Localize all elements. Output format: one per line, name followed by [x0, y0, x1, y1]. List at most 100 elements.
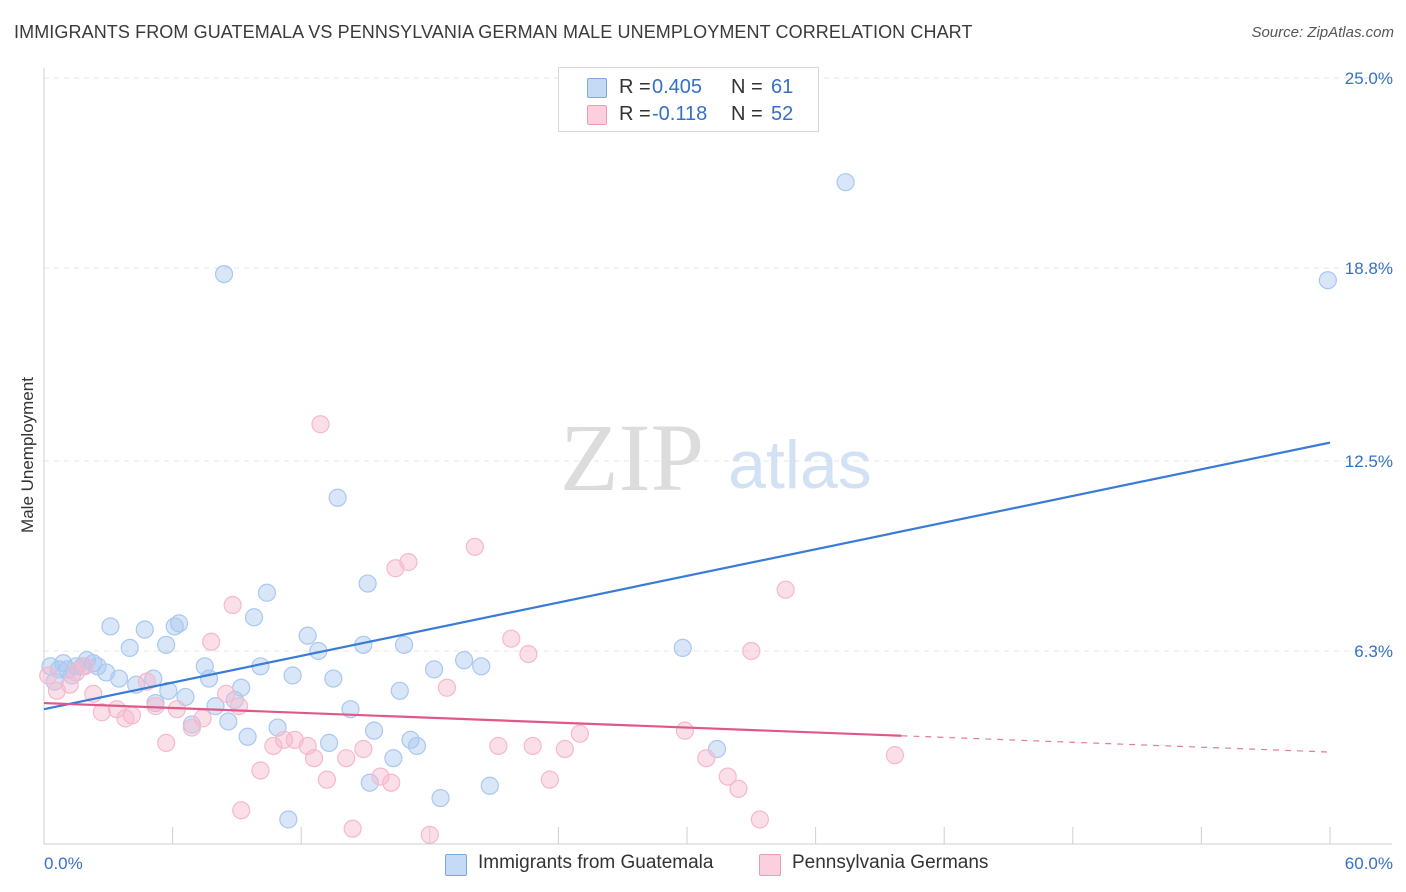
point-pennsylvania: [251, 761, 270, 780]
point-pennsylvania: [489, 736, 508, 756]
axes: [43, 68, 1392, 845]
y-tick-label: 25.0%: [1345, 69, 1393, 88]
point-pennsylvania: [570, 724, 589, 743]
legend-row-pennsylvania: R = -0.118 N = 52: [559, 101, 818, 129]
point-guatemala: [324, 669, 343, 688]
y-tick-label: 6.3%: [1354, 642, 1393, 661]
point-guatemala: [101, 617, 120, 636]
point-guatemala: [244, 608, 264, 627]
point-pennsylvania: [193, 709, 212, 728]
point-guatemala: [257, 583, 277, 602]
watermark: ZIP atlas: [560, 404, 872, 511]
point-guatemala: [431, 788, 450, 808]
chart-title: IMMIGRANTS FROM GUATEMALA VS PENNSYLVANI…: [14, 22, 973, 42]
point-pennsylvania: [437, 678, 457, 697]
point-pennsylvania: [122, 706, 141, 725]
legend-row-guatemala: R = 0.405 N = 61: [559, 74, 818, 102]
point-pennsylvania: [229, 697, 249, 716]
x-tick-label: 0.0%: [44, 854, 83, 873]
point-pennsylvania: [92, 703, 111, 722]
y-tick-label: 18.8%: [1345, 259, 1393, 278]
point-pennsylvania: [502, 629, 521, 648]
point-guatemala: [157, 635, 176, 654]
point-pennsylvania: [697, 749, 716, 768]
y-axis-label: Male Unemployment: [18, 377, 37, 533]
point-pennsylvania: [317, 770, 337, 789]
point-guatemala: [214, 264, 234, 284]
legend-n-label: N =: [731, 76, 763, 98]
point-guatemala: [169, 614, 189, 633]
point-pennsylvania: [399, 553, 418, 572]
legend-n-label: N =: [731, 103, 763, 125]
point-pennsylvania: [232, 801, 251, 820]
point-pennsylvania: [742, 641, 761, 661]
point-guatemala: [360, 773, 379, 792]
point-pennsylvania: [519, 644, 538, 664]
point-pennsylvania: [39, 666, 58, 685]
watermark-zip: ZIP: [560, 404, 704, 511]
correlation-legend: R = 0.405 N = 61 R = -0.118 N = 52: [558, 67, 819, 132]
point-guatemala: [424, 660, 444, 679]
point-guatemala: [358, 574, 377, 593]
bottom-legend-label-pennsylvania: Pennsylvania Germans: [792, 852, 989, 873]
point-guatemala: [238, 727, 257, 746]
x-tick-label: 60.0%: [1345, 854, 1393, 873]
point-guatemala: [480, 776, 499, 795]
point-pennsylvania: [264, 736, 283, 756]
legend-swatch-guatemala: [587, 78, 607, 98]
point-guatemala: [219, 712, 238, 731]
trend-lines: [43, 441, 1331, 753]
point-guatemala: [472, 657, 491, 676]
point-guatemala: [135, 620, 154, 639]
point-guatemala: [109, 669, 129, 688]
point-pennsylvania: [371, 767, 390, 786]
point-guatemala: [1318, 271, 1337, 290]
point-pennsylvania: [885, 746, 905, 765]
legend-r-value: 0.405: [652, 76, 703, 98]
point-pennsylvania: [718, 767, 737, 786]
point-guatemala: [341, 700, 360, 719]
bottom-legend-swatch-pennsylvania: [759, 854, 781, 876]
watermark-atlas: atlas: [728, 427, 872, 503]
trend-line-guatemala: [43, 441, 1331, 711]
trend-line-pennsylvania: [43, 701, 902, 737]
legend-r-label: R =: [619, 103, 651, 125]
legend-r-value: -0.118: [652, 103, 708, 125]
point-pennsylvania: [776, 580, 795, 599]
legend-r-label: R =: [619, 76, 651, 98]
legend-n-value: 61: [771, 76, 794, 98]
point-guatemala: [328, 488, 347, 507]
point-pennsylvania: [337, 749, 356, 768]
point-guatemala: [120, 638, 139, 658]
point-pennsylvania: [354, 739, 373, 759]
legend-n-value: 52: [771, 103, 794, 125]
point-guatemala: [394, 635, 414, 654]
point-pennsylvania: [465, 537, 484, 556]
point-pennsylvania: [202, 632, 221, 651]
point-pennsylvania: [675, 721, 694, 740]
point-guatemala: [384, 749, 403, 768]
point-pennsylvania: [729, 779, 748, 798]
point-guatemala: [407, 736, 427, 756]
point-guatemala: [454, 651, 474, 670]
point-pennsylvania: [274, 730, 294, 749]
point-pennsylvania: [750, 810, 769, 829]
point-guatemala: [836, 173, 855, 192]
point-guatemala: [319, 733, 339, 752]
point-pennsylvania: [223, 595, 242, 615]
point-pennsylvania: [382, 773, 401, 792]
tick-labels: 6.3% 12.5% 18.8% 25.0% 0.0% 60.0%: [44, 69, 1393, 873]
point-pennsylvania: [157, 733, 176, 752]
point-guatemala: [390, 681, 409, 700]
point-pennsylvania: [343, 819, 362, 838]
bottom-legend-label-guatemala: Immigrants from Guatemala: [478, 852, 714, 873]
data-points: [39, 173, 1337, 844]
point-guatemala: [298, 626, 317, 645]
point-pennsylvania: [311, 415, 330, 434]
legend-swatch-pennsylvania: [587, 105, 607, 125]
point-pennsylvania: [555, 739, 574, 759]
bottom-legend-swatch-guatemala: [445, 854, 467, 876]
y-tick-label: 12.5%: [1345, 452, 1393, 471]
source-label: Source: ZipAtlas.com: [1251, 24, 1394, 41]
